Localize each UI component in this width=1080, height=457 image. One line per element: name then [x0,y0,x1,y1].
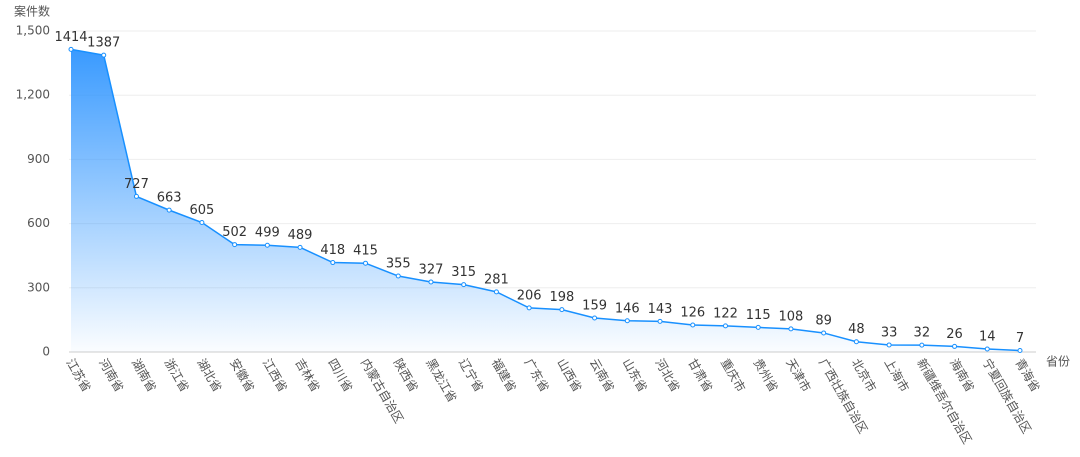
value-label: 115 [746,308,771,323]
value-label: 502 [222,225,247,240]
x-tick-label: 江西省 [260,356,290,394]
y-axis-label: 案件数 [14,4,50,19]
value-label: 33 [881,325,898,340]
value-label: 663 [157,191,182,206]
point [559,307,565,313]
point [624,318,630,324]
value-label: 489 [288,228,313,243]
value-label: 605 [189,203,214,218]
x-tick-label: 海南省 [947,356,978,395]
point [788,326,794,332]
x-tick-label: 吉林省 [292,356,322,394]
x-tick-label: 云南省 [587,356,618,395]
value-label: 14 [979,330,996,345]
y-tick-label: 300 [27,280,50,294]
point [297,244,303,250]
value-label: 206 [517,288,542,303]
x-tick-label: 四川省 [325,356,355,394]
x-tick-label: 北京市 [849,356,880,395]
value-label: 327 [419,263,444,278]
value-label: 108 [779,309,804,324]
x-tick-label: 辽宁省 [456,356,487,395]
point [952,343,958,349]
x-tick-label: 天津市 [783,356,814,395]
point [592,315,598,321]
value-label: 281 [484,272,509,287]
x-tick-label: 安徽省 [227,356,258,395]
x-tick-label: 湖南省 [129,356,160,395]
x-tick-label: 河南省 [96,356,127,395]
point [526,305,532,311]
point [755,324,761,330]
point [886,342,892,348]
value-label: 499 [255,226,280,241]
point [1017,348,1023,354]
x-tick-label: 黑龙江省 [423,356,459,405]
x-tick-label: 陕西省 [391,356,422,395]
value-label: 146 [615,301,640,316]
x-tick-label: 湖北省 [194,356,225,395]
value-label: 159 [582,298,607,313]
point [722,323,728,329]
x-tick-label: 山西省 [554,356,584,394]
y-tick-label: 1,500 [16,24,50,38]
point [101,52,107,58]
point [166,207,172,213]
value-label: 355 [386,257,411,272]
area [71,49,1020,353]
value-label: 143 [648,302,673,317]
point [984,346,990,352]
value-label: 7 [1016,331,1024,346]
point [853,339,859,345]
x-tick-label: 浙江省 [162,356,192,394]
value-label: 727 [124,177,149,192]
x-tick-label: 广东省 [522,356,552,394]
point [133,193,139,199]
value-label: 89 [815,313,832,328]
x-tick-label: 河北省 [652,356,682,394]
point [363,260,369,266]
y-tick-label: 0 [42,345,50,359]
point [330,260,336,266]
value-label: 32 [914,326,931,341]
x-tick-label: 贵州省 [751,356,781,394]
x-tick-label: 福建省 [489,356,520,395]
point [821,330,827,336]
line [70,48,1021,352]
value-label: 126 [680,306,705,321]
point [690,322,696,328]
value-label: 198 [549,290,574,305]
x-tick-label: 甘肃省 [685,356,715,394]
value-label: 48 [848,322,865,337]
point [232,242,238,248]
x-tick-label: 重庆市 [718,356,749,395]
point [395,273,401,279]
value-label: 26 [946,327,963,342]
point [428,279,434,285]
point [264,242,270,248]
x-axis-label: 省份 [1046,355,1070,369]
value-label: 418 [320,243,345,258]
point [461,282,467,288]
value-label: 415 [353,244,378,259]
x-tick-label: 山东省 [620,356,650,394]
value-label: 1414 [54,30,87,45]
point [919,342,925,348]
point [199,220,205,226]
value-label: 315 [451,265,476,280]
value-label: 122 [713,306,738,321]
point [657,318,663,324]
y-tick-label: 900 [27,152,50,166]
x-tick-label: 上海市 [881,356,912,395]
point [493,289,499,295]
x-tick-label: 青海省 [1012,356,1043,395]
y-tick-label: 600 [27,216,50,230]
point [68,46,74,52]
x-tick-label: 江苏省 [63,356,93,394]
value-label: 1387 [87,36,120,51]
y-tick-label: 1,200 [16,88,50,102]
